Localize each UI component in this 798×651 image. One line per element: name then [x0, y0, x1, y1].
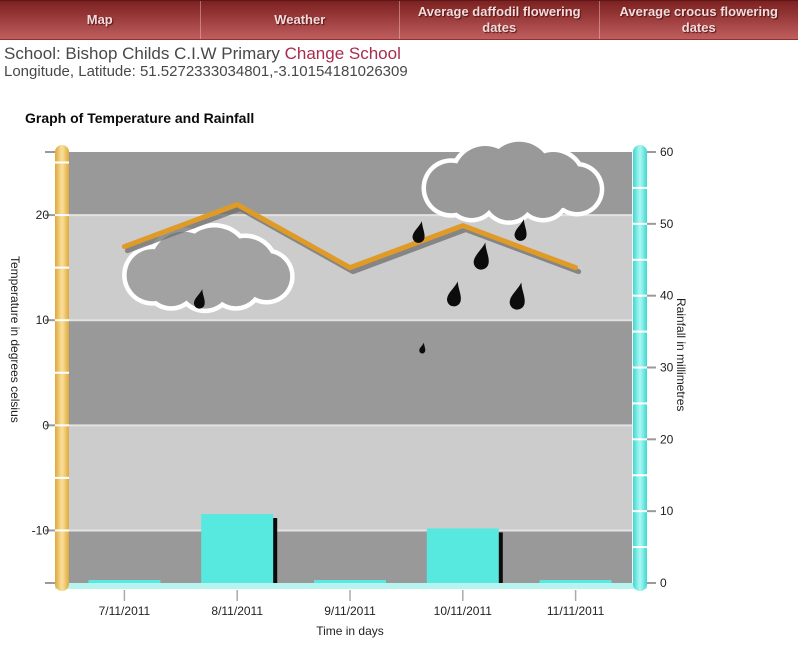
left-axis-title: Temperature in degrees celsius	[8, 256, 22, 423]
cloud-icon	[421, 137, 605, 225]
plot-band	[68, 320, 632, 426]
temp-tick-label: 10	[36, 313, 50, 327]
tab-average-daffodil-flowering-dates[interactable]: Average daffodil flowering dates	[399, 1, 599, 39]
rain-tick-label: 60	[660, 145, 674, 159]
plot-band	[68, 530, 632, 583]
cloud-icon	[122, 222, 295, 314]
raindrop-icon	[509, 282, 525, 310]
right-axis-title: Rainfall in millimetres	[674, 298, 688, 412]
rain-tick-label: 20	[660, 432, 674, 446]
rain-tick-label: 0	[660, 576, 667, 590]
rain-tick-label: 30	[660, 361, 674, 375]
rain-tick-label: 50	[660, 217, 674, 231]
x-tick-label: 8/11/2011	[211, 604, 263, 618]
x-axis-title: Time in days	[316, 624, 384, 638]
tab-map[interactable]: Map	[86, 11, 113, 27]
raindrop-icon	[447, 281, 461, 307]
chart-title: Graph of Temperature and Rainfall	[25, 110, 255, 126]
temperature-line-shadow	[124, 206, 582, 275]
temp-tick-label: -10	[32, 523, 50, 537]
raindrop-icon	[412, 221, 425, 243]
change-school-link[interactable]: Change School	[284, 44, 401, 63]
x-tick-label: 10/11/2011	[434, 604, 493, 618]
school-header: School: Bishop Childs C.I.W Primary Chan…	[4, 44, 401, 64]
rainfall-bar	[88, 580, 161, 583]
temperature-line	[121, 202, 579, 271]
top-navigation: Map Weather Average daffodil flowering d…	[0, 0, 798, 40]
school-name-label: School: Bishop Childs C.I.W Primary	[4, 44, 280, 63]
rainfall-bar	[201, 514, 274, 583]
temp-tick-label: 20	[36, 208, 50, 222]
rainfall-bar	[539, 580, 612, 583]
temp-tick-label: 0	[42, 418, 49, 432]
raindrop-icon	[514, 219, 527, 241]
x-axis-baseline	[55, 583, 647, 589]
rain-tick-label: 10	[660, 504, 674, 518]
tab-weather[interactable]: Weather	[199, 1, 400, 39]
rain-tick-label: 40	[660, 289, 674, 303]
raindrop-icon	[419, 342, 426, 354]
x-tick-label: 7/11/2011	[99, 604, 151, 618]
raindrop-icon	[193, 289, 205, 309]
rainfall-bar	[314, 580, 386, 583]
temperature-axis-bar	[55, 145, 69, 591]
coordinates-label: Longitude, Latitude: 51.5272333034801,-3…	[4, 63, 408, 80]
x-tick-label: 11/11/2011	[547, 604, 605, 618]
tab-average-crocus-flowering-dates[interactable]: Average crocus flowering dates	[598, 1, 798, 39]
x-tick-label: 9/11/2011	[324, 604, 376, 618]
rainfall-bar	[426, 528, 499, 583]
raindrop-icon	[473, 242, 489, 270]
plot-band	[68, 425, 632, 531]
